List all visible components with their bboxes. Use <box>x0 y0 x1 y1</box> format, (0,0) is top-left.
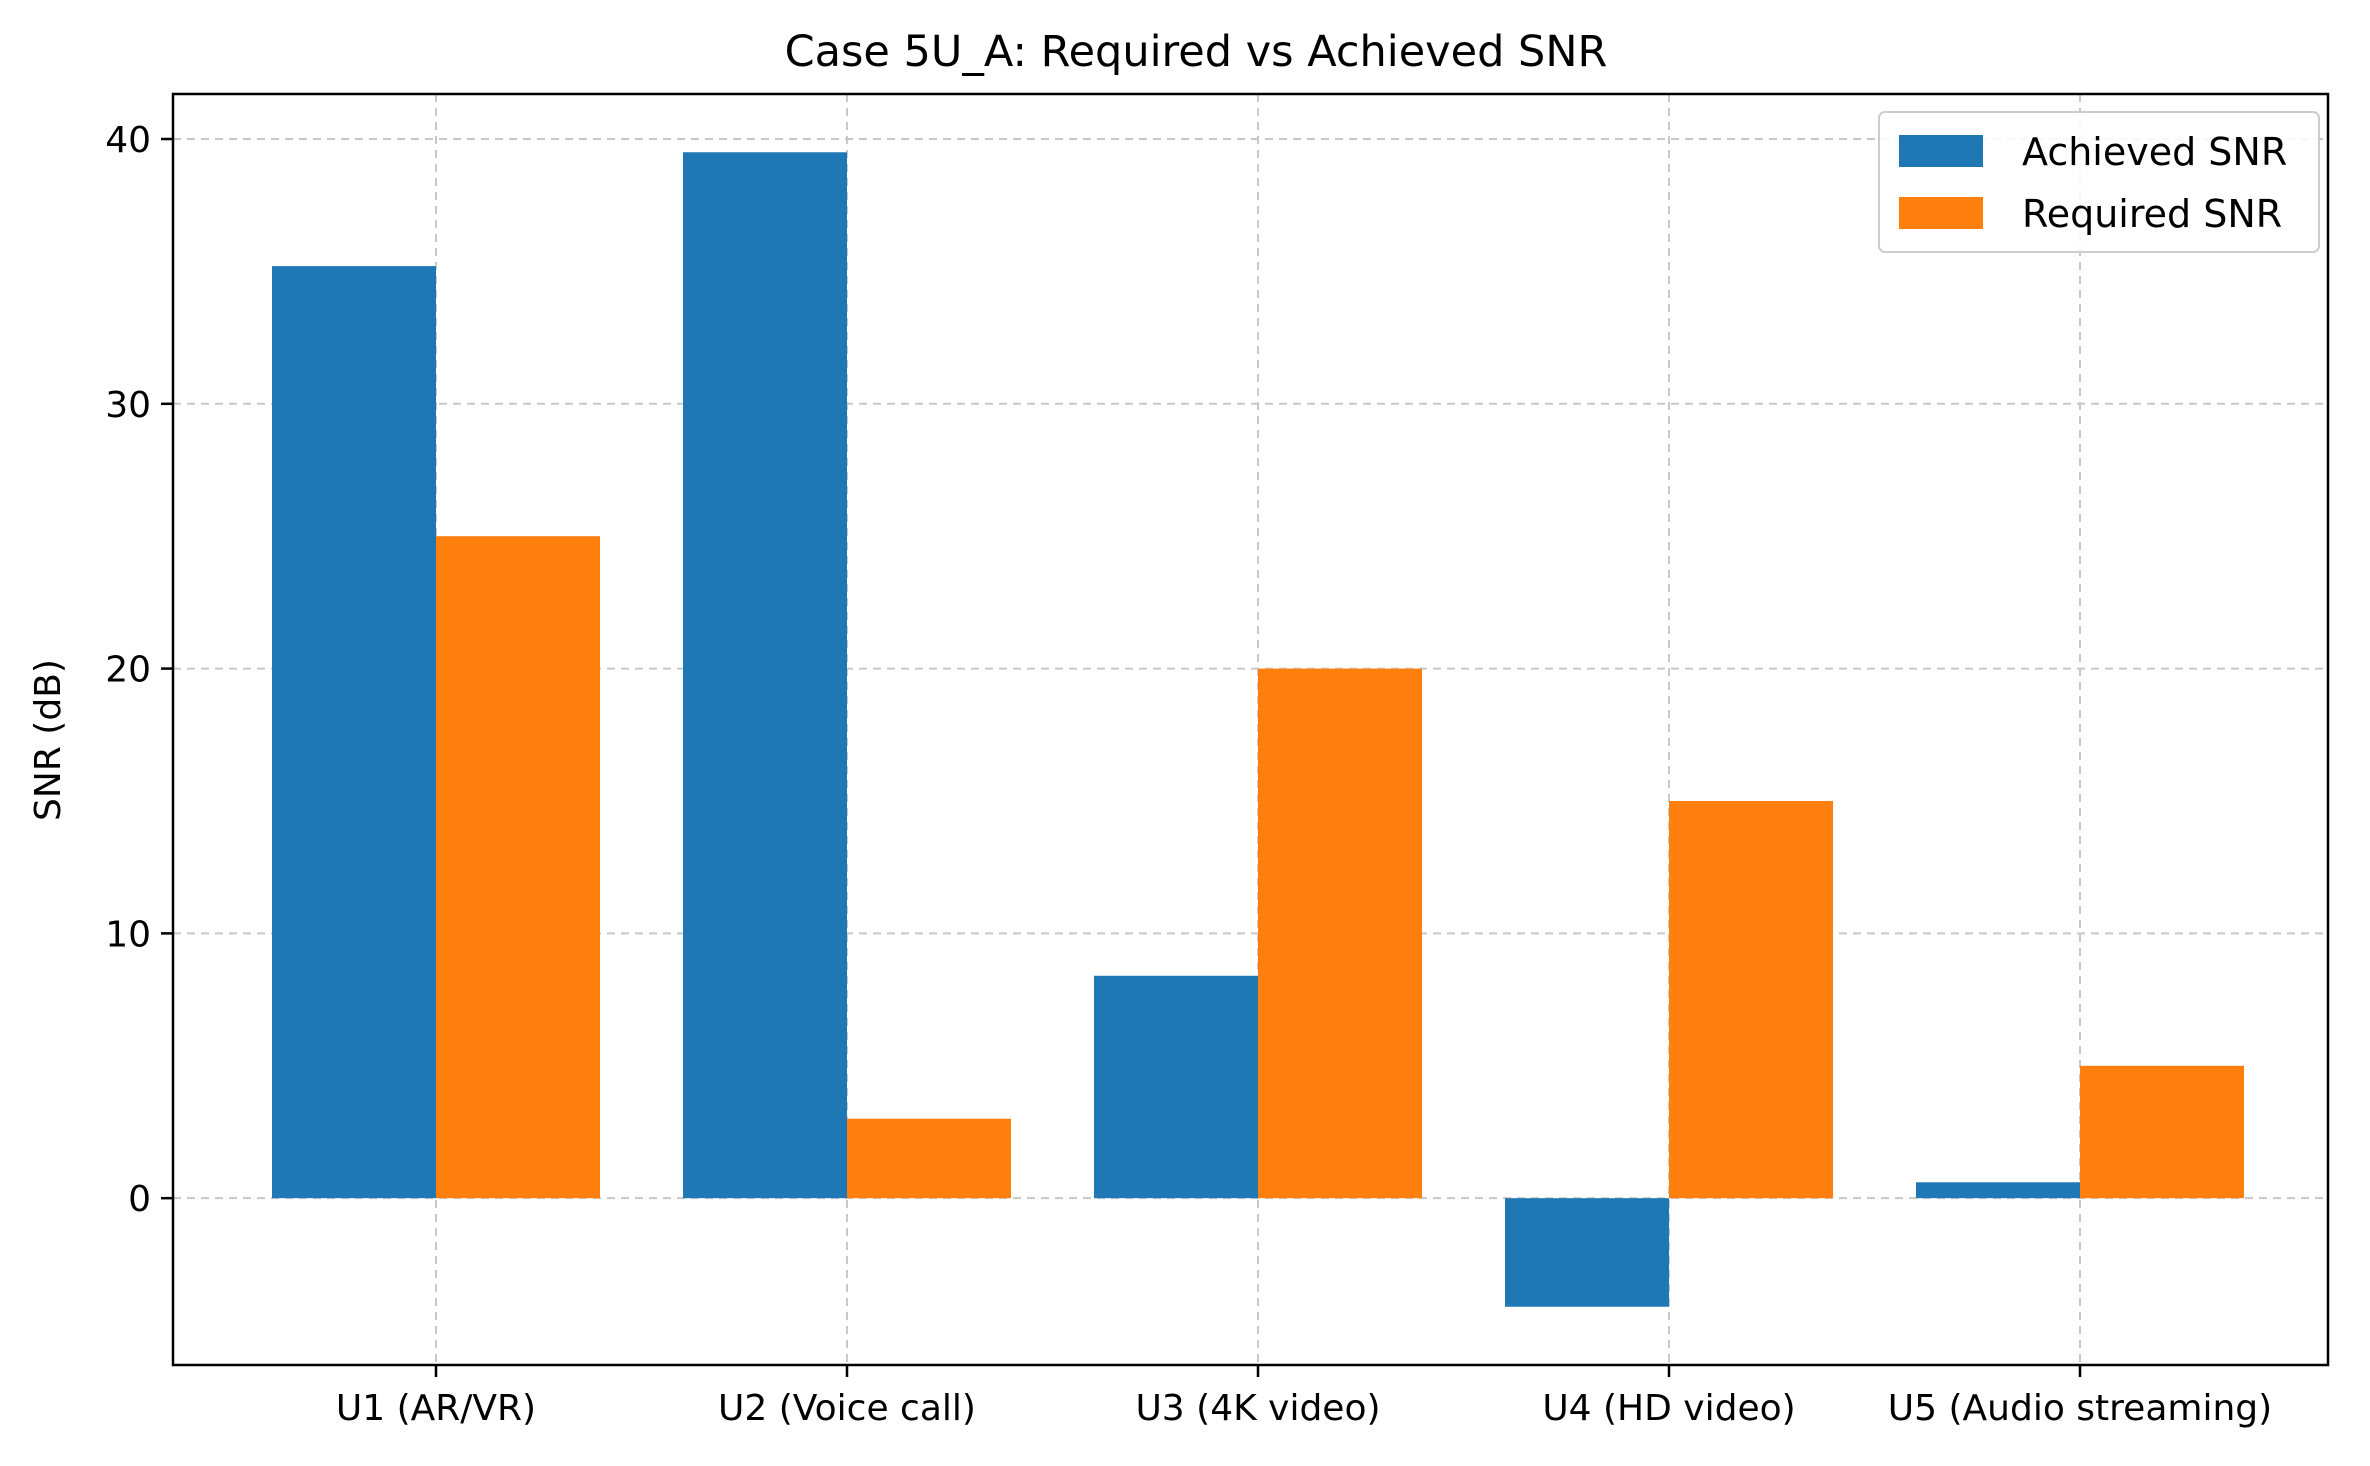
x-tick-label: U3 (4K video) <box>1135 1388 1380 1429</box>
legend-label-required: Required SNR <box>2022 192 2282 236</box>
x-tick-label: U4 (HD video) <box>1542 1388 1795 1429</box>
legend: Achieved SNR Required SNR <box>1878 111 2320 253</box>
chart-title: Case 5U_A: Required vs Achieved SNR <box>785 27 1608 77</box>
bar-achieved-u3 <box>1094 975 1258 1199</box>
y-tick-label: 30 <box>105 385 151 426</box>
bar-required-u4 <box>1669 800 1833 1199</box>
bar-required-u1 <box>436 536 600 1199</box>
bar-achieved-u5 <box>1916 1182 2080 1199</box>
legend-label-achieved: Achieved SNR <box>2022 130 2287 174</box>
legend-frame <box>1878 111 2320 253</box>
y-tick-label: 0 <box>128 1179 151 1220</box>
x-tick-label: U5 (Audio streaming) <box>1888 1388 2272 1429</box>
legend-swatch-required <box>1899 197 1983 229</box>
plot-frame <box>171 92 2330 1367</box>
bar-required-u5 <box>2080 1065 2244 1199</box>
x-tick-label: U2 (Voice call) <box>718 1388 976 1429</box>
bar-required-u2 <box>847 1118 1011 1199</box>
x-tick-label: U1 (AR/VR) <box>336 1388 536 1429</box>
legend-swatch-achieved <box>1899 135 1983 167</box>
y-tick-label: 20 <box>105 650 151 691</box>
bar-achieved-u4 <box>1505 1198 1669 1307</box>
bar-achieved-u1 <box>272 266 436 1199</box>
y-tick-label: 10 <box>105 914 151 955</box>
y-axis-label: SNR (dB) <box>28 659 69 821</box>
ticks-layer: 0 10 20 30 40 U1 (AR/VR) U2 (Voice call) U3 (4K… <box>105 120 2272 1429</box>
y-tick-label: 40 <box>105 120 151 161</box>
bar-achieved-u2 <box>683 152 847 1199</box>
bars-layer <box>272 152 2244 1307</box>
bar-required-u3 <box>1258 668 1422 1199</box>
